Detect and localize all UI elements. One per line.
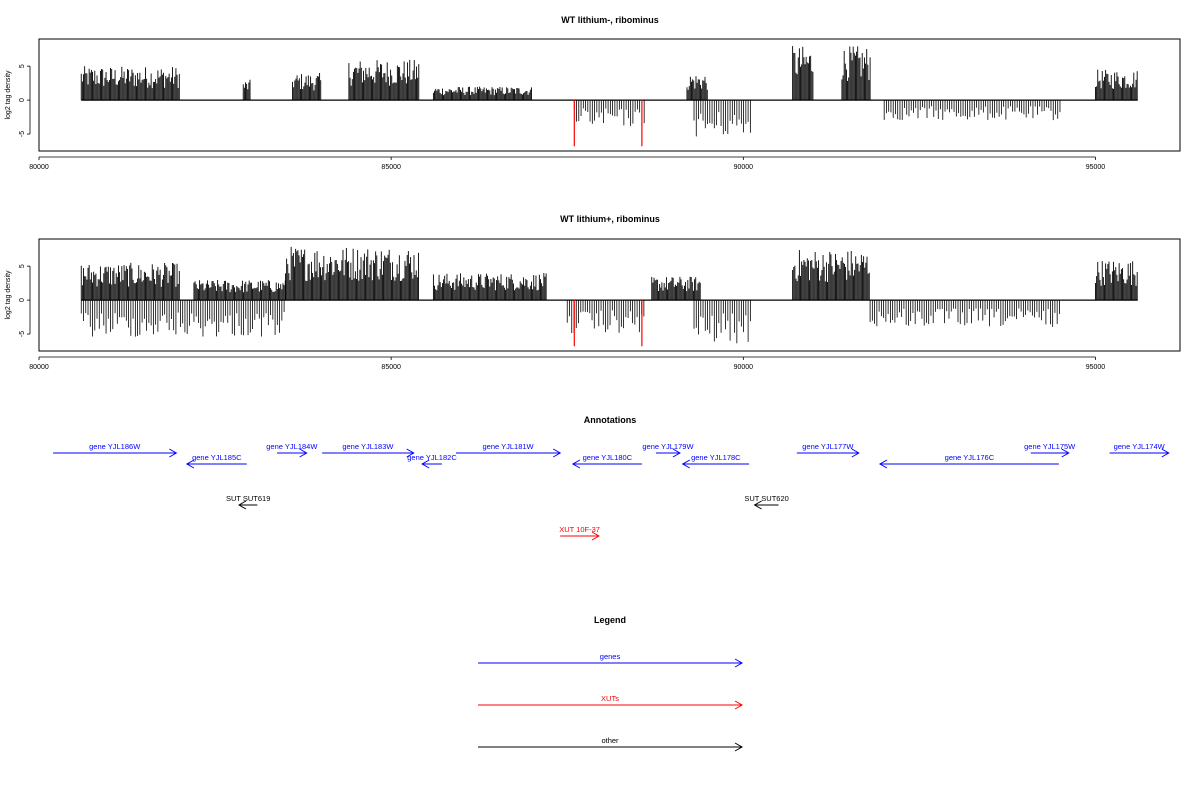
feature-arrow-head: [878, 459, 888, 469]
plot-frame: [38, 238, 1181, 352]
y-axis-label: log2 tag density: [5, 70, 12, 120]
legend-title: Legend: [594, 615, 626, 625]
x-tick-label: 80000: [29, 164, 49, 171]
plot-frame: [38, 38, 1181, 152]
feature-arrow-head: [753, 500, 762, 510]
x-tick-label: 85000: [381, 364, 401, 371]
feature-arrow-head: [406, 448, 415, 458]
legend: Legend genes XUTs other: [478, 615, 744, 752]
feature-label: gene YJL181W: [482, 442, 534, 451]
y-tick-label: -5: [19, 131, 26, 137]
track-panel-lithium-minus: WT lithium-, ribominus log2 tag density …: [5, 15, 1181, 171]
feature-arrow-head: [185, 459, 195, 469]
y-axis: -5 0 5: [19, 264, 31, 337]
annotations-title: Annotations: [584, 415, 637, 425]
y-tick-label: 5: [19, 64, 26, 68]
x-tick-label: 80000: [29, 364, 49, 371]
feature-label: XUTs: [601, 694, 619, 703]
feature-arrow-head: [681, 459, 690, 469]
track-panel-lithium-plus: WT lithium+, ribominus log2 tag density …: [5, 214, 1181, 371]
gene-feature: gene YJL181W: [455, 442, 562, 458]
sut-feature: SUT SUT620: [744, 494, 789, 510]
feature-label: gene YJL177W: [802, 442, 854, 451]
feature-arrow-head: [1061, 448, 1070, 458]
feature-arrow-head: [299, 448, 308, 458]
feature-arrow-head: [672, 448, 681, 458]
feature-label: other: [601, 736, 619, 745]
feature-arrow-head: [734, 742, 744, 752]
feature-label: gene YJL184W: [266, 442, 318, 451]
feature-label: SUT SUT619: [226, 494, 270, 503]
gene-feature: gene YJL179W: [642, 442, 694, 458]
x-tick-label: 95000: [1086, 364, 1106, 371]
feature-arrow-head: [552, 448, 562, 458]
feature-arrow-head: [238, 500, 247, 510]
feature-label: XUT 10F-37: [559, 525, 600, 534]
gene-feature: gene YJL176C: [878, 453, 1059, 469]
feature-label: gene YJL178C: [691, 453, 741, 462]
feature-arrow-head: [571, 459, 581, 469]
y-tick-label: 0: [19, 98, 26, 102]
gene-feature: gene YJL175W: [1024, 442, 1076, 458]
signal-bars: [80, 246, 1138, 347]
feature-label: genes: [600, 652, 621, 661]
y-axis: -5 0 5: [19, 64, 31, 137]
legend-item: XUTs: [478, 694, 744, 710]
legend-item: genes: [478, 652, 744, 668]
feature-arrow-head: [1161, 448, 1170, 458]
gene-feature: gene YJL178C: [681, 453, 749, 469]
feature-label: gene YJL186W: [89, 442, 141, 451]
feature-label: gene YJL174W: [1114, 442, 1166, 451]
gene-feature: gene YJL174W: [1109, 442, 1170, 458]
signal-bars: [80, 46, 1138, 147]
legend-item: other: [478, 736, 744, 752]
feature-arrow-head: [421, 459, 430, 469]
gene-feature: gene YJL186W: [53, 442, 178, 458]
x-axis: 80000 85000 90000 95000: [29, 356, 1106, 371]
feature-arrow-head: [591, 531, 600, 541]
feature-arrow-head: [734, 700, 744, 710]
x-axis: 80000 85000 90000 95000: [29, 156, 1106, 171]
feature-arrow-head: [169, 448, 178, 458]
legend-items: genes XUTs other: [478, 652, 744, 752]
annotation-features: gene YJL186W gene YJL185C gene YJL184W gene…: [53, 442, 1170, 541]
y-tick-label: 5: [19, 264, 26, 268]
x-tick-label: 90000: [734, 164, 754, 171]
panel-title: WT lithium+, ribominus: [560, 214, 660, 224]
feature-label: gene YJL179W: [642, 442, 694, 451]
sut-feature: SUT SUT619: [226, 494, 270, 510]
feature-label: gene YJL182C: [407, 453, 457, 462]
feature-arrow-head: [734, 658, 744, 668]
feature-label: gene YJL176C: [945, 453, 995, 462]
xut-feature: XUT 10F-37: [559, 525, 600, 541]
x-tick-label: 90000: [734, 364, 754, 371]
gene-feature: gene YJL185C: [185, 453, 247, 469]
y-tick-label: 0: [19, 298, 26, 302]
y-axis-label: log2 tag density: [5, 270, 12, 320]
feature-label: SUT SUT620: [744, 494, 788, 503]
feature-label: gene YJL175W: [1024, 442, 1076, 451]
gene-feature: gene YJL182C: [407, 453, 457, 469]
x-tick-label: 85000: [381, 164, 401, 171]
y-tick-label: -5: [19, 331, 26, 337]
feature-label: gene YJL180C: [583, 453, 633, 462]
gene-feature: gene YJL184W: [266, 442, 318, 458]
feature-label: gene YJL183W: [342, 442, 394, 451]
feature-arrow-head: [851, 448, 860, 458]
feature-label: gene YJL185C: [192, 453, 242, 462]
gene-feature: gene YJL180C: [571, 453, 642, 469]
gene-feature: gene YJL177W: [796, 442, 860, 458]
gene-feature: gene YJL183W: [322, 442, 415, 458]
panel-title: WT lithium-, ribominus: [561, 15, 659, 25]
x-tick-label: 95000: [1086, 164, 1106, 171]
